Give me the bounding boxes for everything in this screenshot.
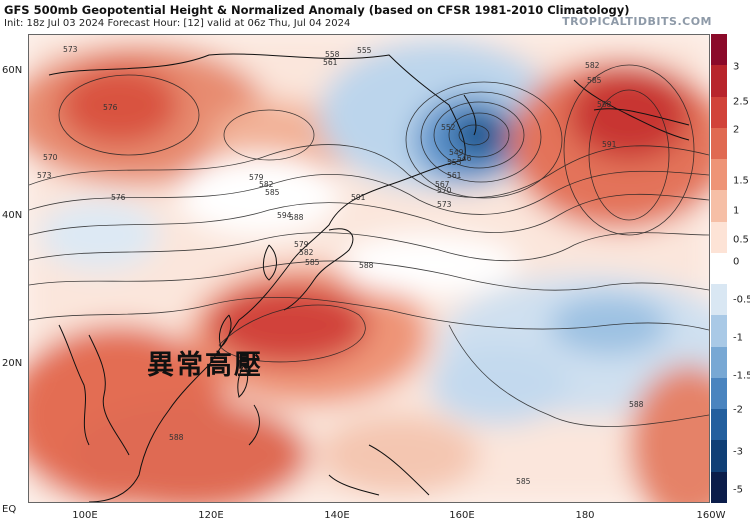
colorbar-tick-label: -2 — [733, 404, 743, 416]
colorbar-tick-label: 0.5 — [733, 234, 749, 246]
contour-label: 585 — [265, 188, 280, 197]
contour-label: 576 — [111, 193, 126, 202]
map-subtitle: Init: 18z Jul 03 2024 Forecast Hour: [12… — [4, 18, 351, 29]
contour-label: 591 — [602, 140, 617, 149]
contour-label: 561 — [323, 58, 338, 67]
contour-label: 576 — [103, 103, 118, 112]
lat-label-40n: 40N — [2, 210, 23, 221]
contour-label: 588 — [629, 400, 644, 409]
colorbar-band — [711, 284, 727, 316]
contour-label: 588 — [169, 433, 184, 442]
colorbar-band — [711, 315, 727, 348]
colorbar-band — [711, 440, 727, 473]
contour-label: 591 — [351, 193, 366, 202]
contour-label: 573 — [437, 200, 452, 209]
lat-label-60n: 60N — [2, 65, 23, 76]
colorbar-band — [711, 252, 727, 285]
lon-label-100e: 100E — [72, 510, 98, 521]
lon-label-160e: 160E — [449, 510, 475, 521]
height-contours — [29, 64, 709, 427]
contour-label: 555 — [357, 46, 372, 55]
contour-label: 555 — [447, 158, 462, 167]
contour-label: 573 — [37, 171, 52, 180]
colorbar-band — [711, 65, 727, 98]
contour-label: 570 — [437, 186, 452, 195]
contour-label: 558 — [325, 50, 340, 59]
contour-label: 546 — [457, 154, 472, 163]
colorbar-band — [711, 190, 727, 223]
contour-label: 549 — [449, 148, 464, 157]
lat-label-eq: EQ — [2, 504, 17, 515]
map-title: GFS 500mb Geopotential Height & Normaliz… — [4, 3, 630, 17]
colorbar-tick-label: -1 — [733, 332, 743, 344]
contour-label: 570 — [43, 153, 58, 162]
colorbar-band — [711, 96, 727, 129]
contour-label: 552 — [441, 123, 456, 132]
contour-label: 585 — [305, 258, 320, 267]
colorbar-band — [711, 159, 727, 191]
colorbar-tick-label: 2 — [733, 124, 740, 136]
colorbar-tick-label: 1 — [733, 205, 740, 217]
colorbar-band — [711, 221, 727, 254]
colorbar-tick-label: 2.5 — [733, 96, 749, 108]
lon-label-120e: 120E — [198, 510, 224, 521]
contour-label: 588 — [597, 100, 612, 109]
anomaly-map: 573 576 555 558 561 570 573 576 579 582 585 588 591 5… — [28, 34, 710, 503]
colorbar-band — [711, 346, 727, 379]
contour-label: 588 — [289, 213, 304, 222]
contour-label: 582 — [259, 180, 274, 189]
contour-label: 573 — [63, 45, 78, 54]
colorbar-band — [711, 127, 727, 160]
contour-label: 567 — [435, 180, 450, 189]
contour-label: 561 — [447, 171, 462, 180]
colorbar-band — [711, 377, 727, 410]
colorbar-tick-label: -0.5 — [733, 294, 750, 306]
contour-labels: 5735765555585615705735765795825855885915… — [37, 45, 644, 486]
colorbar-tick-label: 1.5 — [733, 175, 749, 187]
contour-label: 585 — [516, 477, 531, 486]
contour-label: 594 — [277, 211, 292, 220]
lon-label-160w: 160W — [696, 510, 726, 521]
brand-watermark: TROPICALTIDBITS.COM — [562, 15, 712, 28]
colorbar-tick-label: -1.5 — [733, 370, 750, 382]
colorbar — [711, 34, 727, 504]
lat-label-20n: 20N — [2, 358, 23, 369]
colorbar-band — [711, 409, 727, 441]
contour-label: 579 — [294, 240, 309, 249]
colorbar-tick-label: -5 — [733, 484, 743, 496]
anomaly-shading — [29, 35, 709, 502]
colorbar-band — [711, 34, 727, 66]
lon-label-180: 180 — [575, 510, 595, 521]
contour-label: 588 — [359, 261, 374, 270]
contour-label: 579 — [249, 173, 264, 182]
contour-label: 582 — [299, 248, 314, 257]
colorbar-band — [711, 471, 727, 504]
high-pressure-annotation: 異常高壓 — [147, 350, 263, 381]
colorbar-tick-label: -3 — [733, 446, 743, 458]
contour-label: 585 — [587, 76, 602, 85]
coastlines — [48, 53, 690, 502]
lon-label-140e: 140E — [324, 510, 350, 521]
contour-label: 582 — [585, 61, 600, 70]
colorbar-tick-label: 3 — [733, 61, 740, 73]
colorbar-tick-label: 0 — [733, 256, 740, 268]
